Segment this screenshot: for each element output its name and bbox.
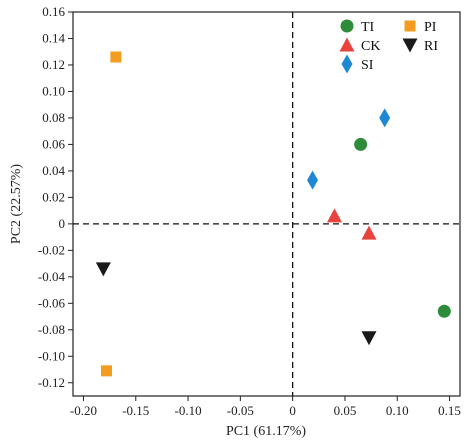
y-tick-label: -0.08: [38, 322, 65, 337]
x-axis-label: PC1 (61.17%): [226, 424, 306, 439]
x-tick-label: -0.10: [175, 403, 202, 418]
data-point-ck: [326, 208, 342, 223]
data-point-ti: [354, 137, 368, 151]
x-tick-label: 0.05: [334, 403, 357, 418]
y-tick-label: 0.08: [42, 110, 65, 125]
y-tick-label: 0.16: [42, 4, 65, 19]
x-tick-label: 0.10: [386, 403, 409, 418]
data-point-ck: [361, 225, 377, 240]
x-tick-label: -0.15: [122, 403, 149, 418]
legend-label-ck: CK: [361, 39, 380, 54]
legend-marker-ri: [402, 38, 418, 53]
x-tick-label: 0: [289, 403, 296, 418]
data-point-pi: [100, 365, 112, 377]
data-points: [95, 51, 451, 377]
x-tick-label: 0.15: [438, 403, 461, 418]
data-point-ri: [361, 331, 377, 346]
legend-label-si: SI: [361, 58, 374, 73]
x-tick-label: -0.20: [70, 403, 97, 418]
legend-label-pi: PI: [424, 20, 437, 35]
y-tick-label: -0.10: [38, 348, 65, 363]
reference-lines: [73, 12, 460, 396]
y-tick-label: 0: [59, 216, 66, 231]
y-tick-label: 0.14: [42, 30, 65, 45]
legend-label-ti: TI: [361, 20, 375, 35]
y-tick-label: 0.06: [42, 136, 65, 151]
plot-frame: [72, 11, 461, 397]
y-tick-label: 0.02: [42, 189, 65, 204]
data-point-si: [379, 108, 391, 128]
data-point-ri: [95, 262, 111, 277]
x-axis-ticks: -0.20 -0.15 -0.10 -0.05 0 0.05 0.10 0.15: [70, 396, 461, 418]
data-point-ti: [437, 304, 451, 318]
legend-marker-pi: [404, 20, 416, 32]
data-point-si: [307, 170, 319, 190]
y-tick-label: -0.06: [38, 295, 66, 310]
y-tick-label: 0.10: [42, 83, 65, 98]
y-tick-label: -0.12: [38, 375, 65, 390]
y-tick-label: 0.12: [42, 57, 65, 72]
legend: TI CK SI PI RI: [339, 19, 438, 74]
legend-marker-ck: [339, 37, 355, 52]
y-tick-label: 0.04: [42, 163, 65, 178]
legend-marker-si: [341, 54, 353, 74]
y-tick-label: -0.02: [38, 242, 65, 257]
y-axis-label: PC2 (22.57%): [9, 164, 24, 244]
y-tick-label: -0.04: [38, 269, 66, 284]
x-tick-label: -0.05: [227, 403, 254, 418]
data-point-pi: [110, 51, 122, 63]
y-axis-ticks: -0.12 -0.10 -0.08 -0.06 -0.04 -0.02 0 0.02 0.04 0…: [38, 4, 73, 390]
legend-marker-ti: [340, 19, 354, 33]
legend-label-ri: RI: [424, 39, 438, 54]
